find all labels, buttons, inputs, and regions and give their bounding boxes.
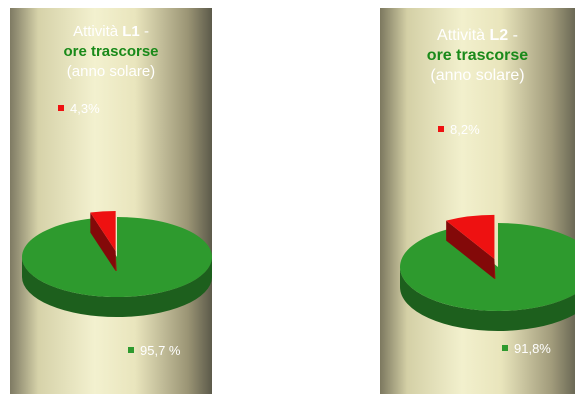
chart-panel-l1: Attività L1 - ore trascorse (anno solare…	[10, 8, 212, 394]
pie-slice-top	[446, 214, 495, 259]
pie-slice-side	[22, 257, 212, 317]
pie-slice-wall	[446, 220, 495, 279]
title-code: L1	[122, 23, 140, 40]
legend-swatch	[438, 126, 444, 132]
title-period: (anno solare)	[430, 67, 525, 84]
slice-label: 8,2%	[450, 122, 480, 137]
pie-slice-side	[400, 267, 575, 331]
pie-slice-wall	[90, 212, 116, 272]
pie-slice-top	[22, 217, 212, 298]
legend-swatch	[128, 347, 134, 353]
slice-label: 91,8%	[514, 341, 551, 356]
legend-item-small: 8,2%	[438, 122, 480, 138]
slice-label: 4,3%	[70, 101, 100, 116]
title-dash: -	[143, 23, 149, 40]
chart-title: Attività L2 - ore trascorse (anno solare…	[380, 26, 575, 86]
legend-item-small: 4,3%	[58, 101, 100, 117]
slice-label: 95,7 %	[140, 343, 181, 358]
title-subject: ore trascorse	[426, 47, 529, 64]
pie-chart	[22, 211, 212, 317]
title-subject: ore trascorse	[63, 43, 159, 60]
title-word: Attività	[437, 27, 486, 44]
pie-slice-wall	[115, 251, 117, 272]
pie-slice-wall	[494, 258, 496, 279]
legend-swatch	[502, 345, 508, 351]
pie-slice-small	[90, 211, 117, 272]
pie-chart	[400, 214, 575, 331]
legend-item-large: 91,8%	[502, 341, 551, 357]
legend-swatch	[58, 105, 64, 111]
chart-title: Attività L1 - ore trascorse (anno solare…	[10, 22, 212, 82]
chart-panel-l2: Attività L2 - ore trascorse (anno solare…	[380, 8, 575, 394]
title-period: (anno solare)	[66, 63, 156, 80]
title-code: L2	[489, 27, 509, 44]
pie-slice-top	[90, 211, 116, 252]
title-dash: -	[512, 27, 518, 44]
pie-slice-small	[446, 214, 496, 279]
title-word: Attività	[73, 23, 119, 40]
pie-slice-large	[22, 217, 212, 317]
legend-item-large: 95,7 %	[128, 343, 188, 359]
